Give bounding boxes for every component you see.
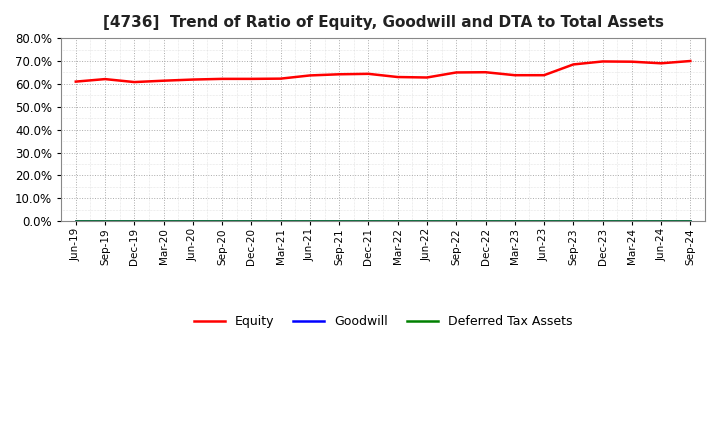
Equity — [364, 71, 373, 77]
Deferred Tax Assets — [305, 219, 314, 224]
Deferred Tax Assets — [130, 219, 139, 224]
Deferred Tax Assets — [247, 219, 256, 224]
Goodwill — [130, 219, 139, 224]
Goodwill — [598, 219, 607, 224]
Deferred Tax Assets — [364, 219, 373, 224]
Equity — [510, 73, 519, 78]
Goodwill — [247, 219, 256, 224]
Equity — [101, 77, 109, 82]
Deferred Tax Assets — [540, 219, 549, 224]
Deferred Tax Assets — [101, 219, 109, 224]
Goodwill — [189, 219, 197, 224]
Deferred Tax Assets — [276, 219, 285, 224]
Goodwill — [159, 219, 168, 224]
Equity — [71, 79, 80, 84]
Goodwill — [540, 219, 549, 224]
Deferred Tax Assets — [510, 219, 519, 224]
Equity — [657, 61, 665, 66]
Equity — [247, 76, 256, 81]
Goodwill — [510, 219, 519, 224]
Deferred Tax Assets — [335, 219, 343, 224]
Equity — [159, 78, 168, 83]
Legend: Equity, Goodwill, Deferred Tax Assets: Equity, Goodwill, Deferred Tax Assets — [189, 310, 577, 333]
Goodwill — [569, 219, 577, 224]
Equity — [276, 76, 285, 81]
Deferred Tax Assets — [598, 219, 607, 224]
Deferred Tax Assets — [71, 219, 80, 224]
Goodwill — [393, 219, 402, 224]
Line: Equity: Equity — [76, 61, 690, 82]
Deferred Tax Assets — [657, 219, 665, 224]
Deferred Tax Assets — [393, 219, 402, 224]
Deferred Tax Assets — [628, 219, 636, 224]
Goodwill — [686, 219, 695, 224]
Equity — [423, 75, 431, 80]
Equity — [598, 59, 607, 64]
Equity — [393, 74, 402, 80]
Goodwill — [101, 219, 109, 224]
Deferred Tax Assets — [423, 219, 431, 224]
Goodwill — [657, 219, 665, 224]
Deferred Tax Assets — [481, 219, 490, 224]
Title: [4736]  Trend of Ratio of Equity, Goodwill and DTA to Total Assets: [4736] Trend of Ratio of Equity, Goodwil… — [102, 15, 664, 30]
Equity — [686, 59, 695, 64]
Equity — [540, 73, 549, 78]
Deferred Tax Assets — [452, 219, 461, 224]
Deferred Tax Assets — [159, 219, 168, 224]
Deferred Tax Assets — [217, 219, 226, 224]
Goodwill — [452, 219, 461, 224]
Equity — [335, 72, 343, 77]
Deferred Tax Assets — [189, 219, 197, 224]
Goodwill — [71, 219, 80, 224]
Goodwill — [364, 219, 373, 224]
Equity — [305, 73, 314, 78]
Goodwill — [423, 219, 431, 224]
Goodwill — [481, 219, 490, 224]
Goodwill — [276, 219, 285, 224]
Goodwill — [217, 219, 226, 224]
Equity — [189, 77, 197, 82]
Equity — [628, 59, 636, 64]
Deferred Tax Assets — [686, 219, 695, 224]
Deferred Tax Assets — [569, 219, 577, 224]
Equity — [452, 70, 461, 75]
Goodwill — [305, 219, 314, 224]
Equity — [217, 76, 226, 81]
Goodwill — [335, 219, 343, 224]
Equity — [481, 70, 490, 75]
Equity — [569, 62, 577, 67]
Goodwill — [628, 219, 636, 224]
Equity — [130, 80, 139, 85]
